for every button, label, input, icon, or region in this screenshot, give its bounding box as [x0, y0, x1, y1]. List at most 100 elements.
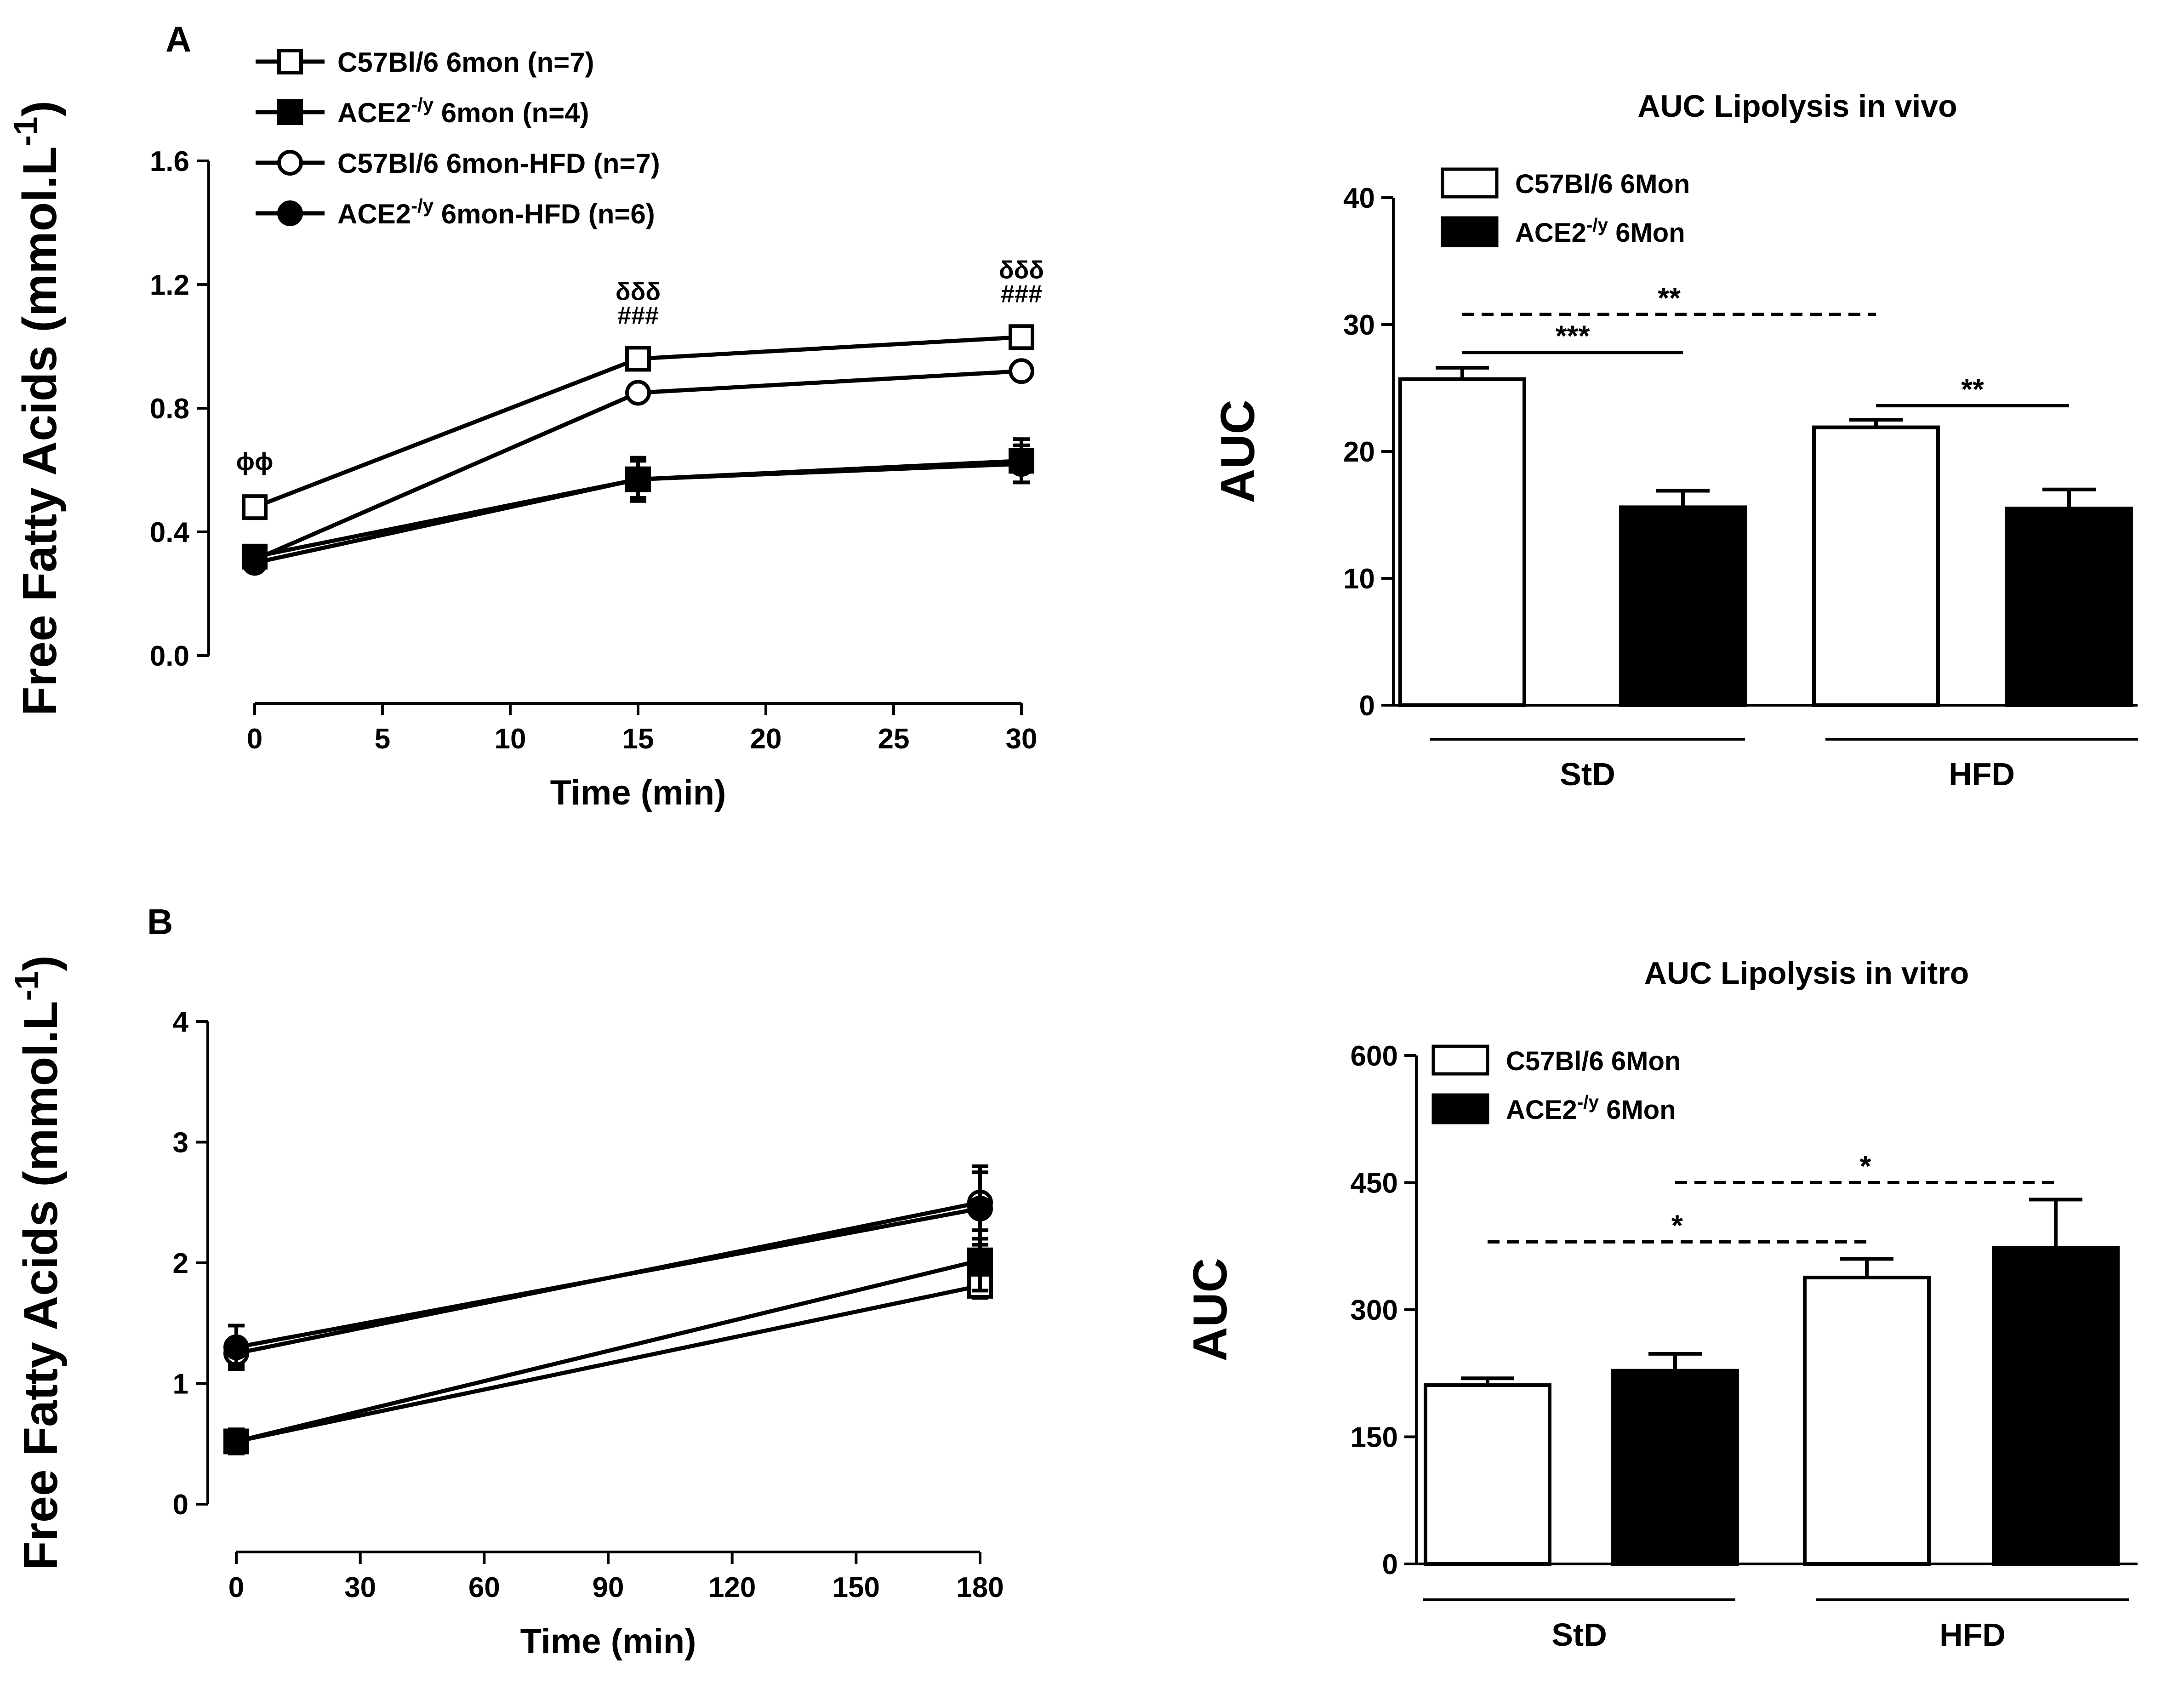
line-a-data-point — [625, 346, 651, 372]
line-b-data-point — [223, 1334, 249, 1360]
legend-label: C57Bl/6 6Mon — [1515, 169, 1690, 199]
line-b-x-tick-label: 150 — [833, 1572, 880, 1603]
line-a-data-point — [625, 466, 651, 492]
bar-b-group-label: HFD — [1939, 1617, 2006, 1653]
line-a-y-axis-label-rest: ) — [13, 101, 67, 117]
bar-b-y-axis-label: AUC — [1184, 1258, 1237, 1361]
line-a-data-point — [1009, 358, 1034, 384]
panel-label-b: B — [147, 901, 173, 942]
line-b-series-line — [236, 1206, 981, 1350]
bar-b-bar — [1992, 1246, 2120, 1566]
line-a-data-point — [1009, 451, 1034, 477]
legend-label: ACE2-/y 6mon-HFD (n=6) — [337, 195, 655, 229]
legend-label-sup: -/y — [411, 195, 434, 217]
line-a-y-axis-label-main: Free Fatty Acids (mmol.L — [13, 146, 67, 716]
bar-a-bar — [1619, 505, 1747, 707]
line-b-x-tick-label: 30 — [344, 1572, 376, 1603]
line-a-data-point — [625, 380, 651, 406]
panel-a-line-chart: 0.0 0.4 0.8 1.2 1.6 0 5 10 15 20 25 30 Time (min) Fre… — [7, 47, 1044, 812]
line-b-x-tick-label: 60 — [468, 1572, 500, 1603]
bar-a-y-tick-label: 30 — [1343, 309, 1375, 341]
line-b-series-line — [235, 1258, 981, 1443]
legend-label: C57Bl/6 6mon (n=7) — [337, 47, 594, 78]
line-b-y-axis-label-rest: ) — [14, 955, 68, 971]
line-a-significance-annotation: δδδ — [616, 278, 661, 306]
legend-label-rest: 6Mon — [1599, 1095, 1676, 1125]
line-a-y-tick-label: 0.4 — [150, 517, 190, 548]
legend-label-main: C57Bl/6 6Mon — [1515, 169, 1690, 199]
bar-b-y-tick-label: 300 — [1351, 1295, 1398, 1326]
line-b-y-axis-label-main: Free Fatty Acids (mmol.L — [14, 1001, 68, 1570]
line-a-x-tick-label: 5 — [375, 723, 390, 755]
line-b-y-axis-label-sup: -1 — [8, 971, 45, 1001]
bar-b-y-tick-label: 600 — [1351, 1040, 1398, 1072]
legend-label-main: C57Bl/6 6Mon — [1506, 1046, 1681, 1076]
bar-b-chart-title: AUC Lipolysis in vitro — [1644, 956, 1969, 991]
legend-marker — [277, 200, 303, 226]
bar-b-bar — [1424, 1383, 1551, 1566]
line-b-x-tick-label: 120 — [708, 1572, 756, 1603]
bar-a-group-label: StD — [1560, 756, 1615, 792]
line-a-y-tick-label: 0.8 — [150, 393, 189, 425]
line-b-y-tick-label: 1 — [173, 1369, 188, 1400]
line-a-x-tick-label: 25 — [878, 723, 910, 755]
bar-b-bar — [1803, 1275, 1931, 1566]
legend-label-sup: -/y — [411, 94, 434, 115]
line-b-x-axis-label: Time (min) — [520, 1622, 696, 1661]
line-a-y-tick-label: 0.0 — [150, 640, 189, 672]
bar-b-bar — [1611, 1369, 1739, 1566]
bar-a-bar — [1812, 425, 1940, 707]
bar-a-significance-label: ** — [1658, 281, 1681, 314]
bar-a-y-tick-label: 10 — [1343, 563, 1375, 595]
line-a-significance-annotation: ϕϕ — [236, 448, 274, 476]
legend-swatch — [1441, 167, 1499, 199]
bar-b-y-tick-label: 450 — [1351, 1168, 1398, 1199]
line-b-y-tick-label: 4 — [173, 1006, 189, 1038]
legend-swatch — [1441, 216, 1499, 247]
legend-label-rest: 6Mon — [1608, 218, 1685, 248]
legend-label: ACE2-/y 6mon (n=4) — [337, 94, 589, 128]
line-b-series-line — [236, 1284, 981, 1443]
bar-b-y-tick-label: 150 — [1351, 1422, 1398, 1454]
bar-a-bar — [1398, 377, 1526, 707]
line-a-data-point — [242, 494, 268, 520]
bar-b-y-tick-label: 0 — [1382, 1549, 1398, 1580]
panel-b-line-chart: 0 1 2 3 4 0 30 60 90 120 150 180 Time (min) Free Fatt… — [8, 955, 1004, 1661]
legend-label-rest: 6mon (n=4) — [433, 97, 589, 128]
line-b-y-axis-label: Free Fatty Acids (mmol.L-1) — [8, 955, 68, 1570]
bar-b-significance-label: * — [1860, 1150, 1871, 1183]
legend-marker — [277, 49, 303, 74]
bar-a-y-tick-label: 20 — [1343, 436, 1375, 468]
line-a-significance-annotation: ### — [1001, 280, 1042, 308]
line-a-data-point — [1009, 324, 1034, 350]
bar-a-significance-label: ** — [1961, 373, 1984, 406]
panel-a-bar-chart: AUC Lipolysis in vivo 0 10 20 30 40 AUC StD HFD *… — [1211, 89, 2138, 792]
line-a-y-tick-label: 1.2 — [150, 269, 189, 301]
bar-a-y-tick-label: 0 — [1359, 690, 1375, 722]
line-a-significance-annotation: ### — [617, 302, 659, 330]
legend-label-sup: -/y — [1586, 214, 1608, 235]
legend-label-sup: -/y — [1577, 1091, 1599, 1112]
line-a-y-axis-label: Free Fatty Acids (mmol.L-1) — [7, 101, 67, 716]
line-a-x-tick-label: 15 — [622, 723, 654, 755]
legend-label-main: ACE2 — [337, 97, 411, 128]
panel-b-bar-chart: AUC Lipolysis in vitro 0 150 300 450 600 AUC St… — [1184, 956, 2138, 1653]
legend-swatch — [1431, 1044, 1489, 1076]
line-a-x-tick-label: 10 — [495, 723, 526, 755]
line-b-data-point — [967, 1195, 993, 1221]
legend-label-rest: 6mon-HFD (n=6) — [433, 199, 655, 229]
line-b-x-tick-label: 0 — [228, 1572, 244, 1603]
legend-label: ACE2-/y 6Mon — [1506, 1091, 1676, 1125]
line-b-y-tick-label: 2 — [173, 1248, 188, 1279]
legend-marker — [277, 150, 303, 176]
line-a-x-tick-label: 20 — [750, 723, 782, 755]
line-b-x-tick-label: 180 — [956, 1572, 1004, 1603]
legend-marker — [277, 99, 303, 125]
legend-label-main: ACE2 — [1506, 1095, 1577, 1125]
line-a-y-axis-label-sup: -1 — [7, 117, 44, 147]
bar-a-significance-label: *** — [1556, 319, 1590, 353]
line-b-data-point — [967, 1247, 993, 1273]
legend-label: ACE2-/y 6Mon — [1515, 214, 1685, 248]
line-a-x-tick-label: 30 — [1006, 723, 1038, 755]
